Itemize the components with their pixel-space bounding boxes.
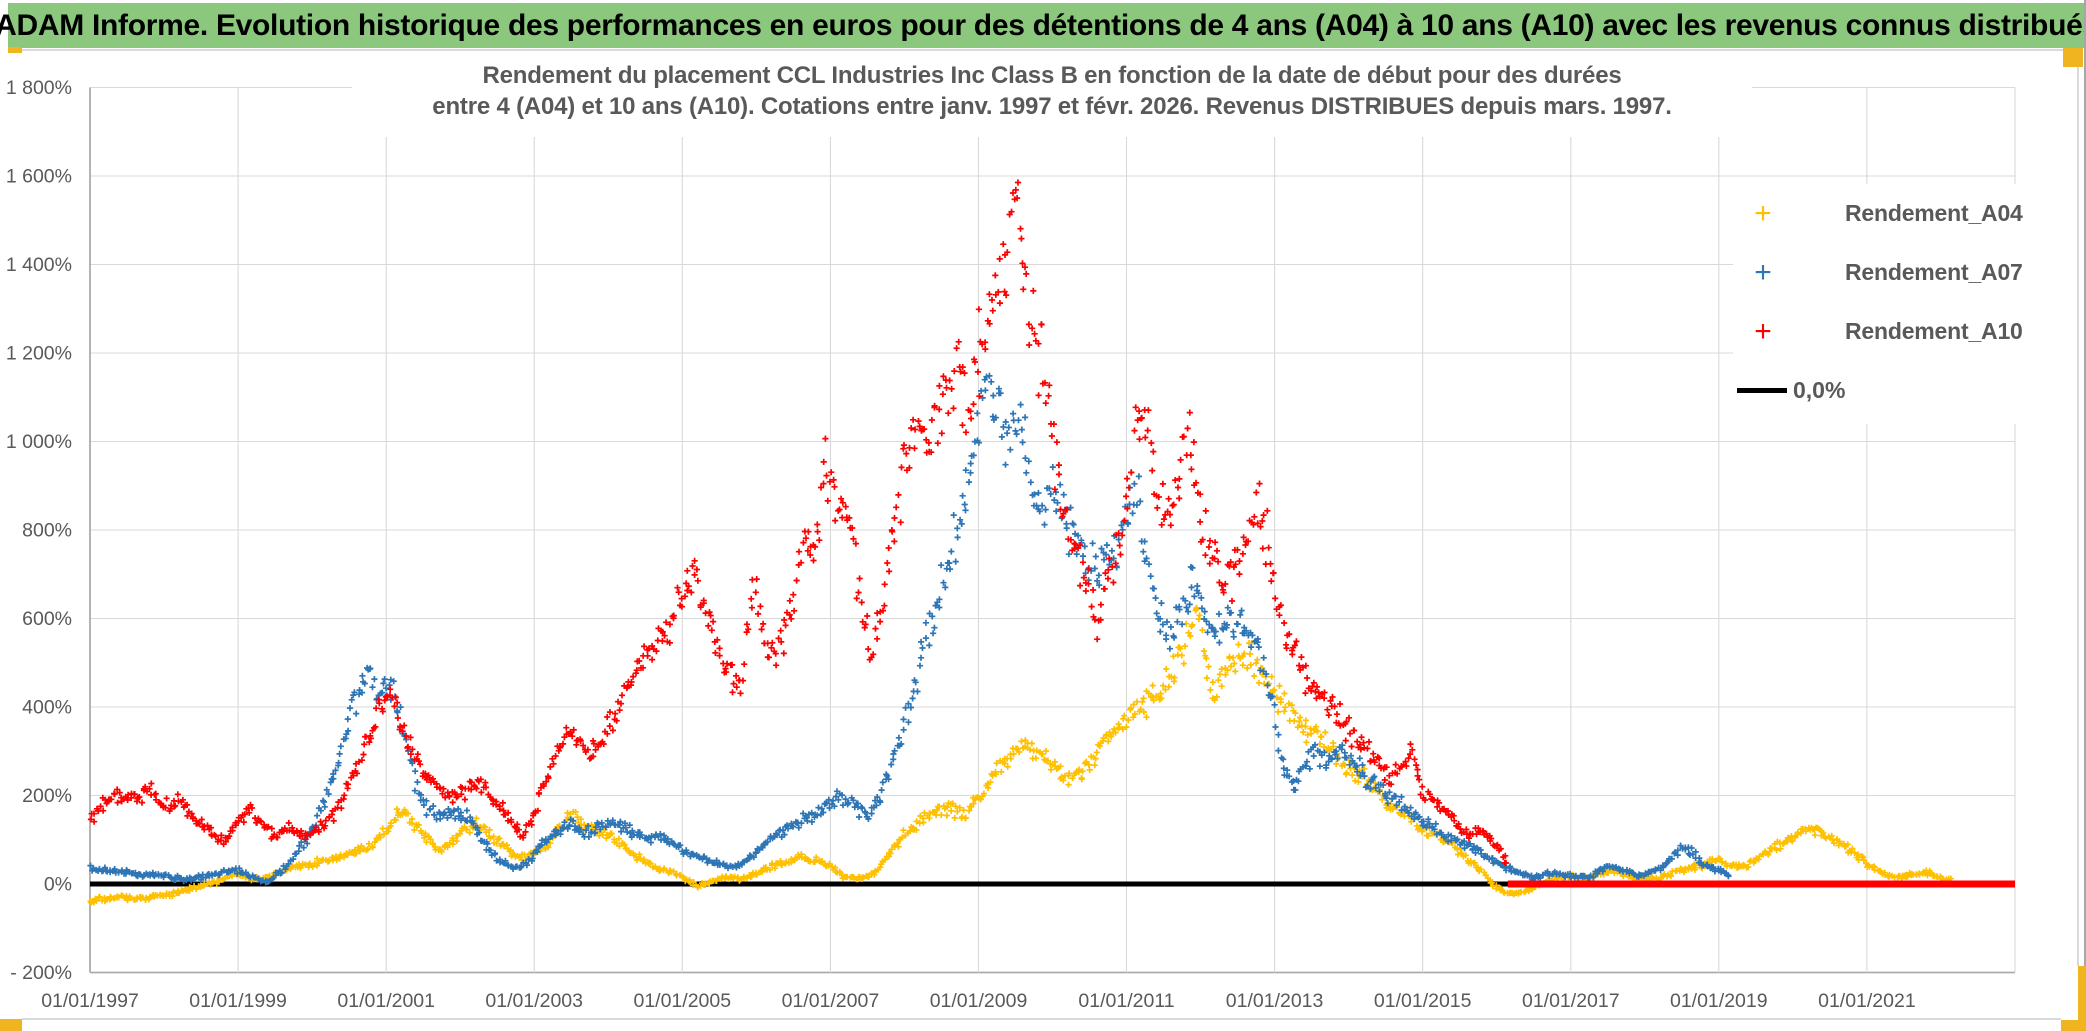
right-edge-strip <box>2083 0 2086 966</box>
y-tick-label: 800% <box>22 520 72 542</box>
y-tick-label: 0% <box>44 874 72 896</box>
bottom-hairline <box>22 1018 2061 1020</box>
x-tick-label: 01/01/2017 <box>1522 990 1620 1012</box>
series-points-rendement_a10 <box>87 179 1510 867</box>
legend-label-a04: Rendement_A04 <box>1845 200 2023 226</box>
y-tick-label: 400% <box>22 697 72 719</box>
y-tick-label: 200% <box>22 785 72 807</box>
a07-plus-marker-icon: + <box>1754 255 1772 289</box>
x-tick-label: 01/01/2019 <box>1670 990 1768 1012</box>
legend-item-a04: + Rendement_A04 <box>1733 184 2025 243</box>
series-points-rendement_a04 <box>87 604 1954 906</box>
legend-item-a10: + Rendement_A10 <box>1733 302 2025 361</box>
legend-item-a07: + Rendement_A07 <box>1733 243 2025 302</box>
x-tick-label: 01/01/2015 <box>1374 990 1472 1012</box>
y-tick-label: 1 000% <box>6 431 72 453</box>
x-tick-label: 01/01/2011 <box>1078 990 1174 1012</box>
gold-accent-right-bar <box>2078 966 2086 1031</box>
y-tick-label: 1 800% <box>6 77 72 99</box>
gold-accent-top-left <box>8 47 22 53</box>
y-tick-label: 1 200% <box>6 343 72 365</box>
chart-title: Rendement du placement CCL Industries In… <box>352 53 1752 137</box>
chart-title-line1: Rendement du placement CCL Industries In… <box>482 62 1622 89</box>
gold-accent-bottom-left <box>0 1019 22 1031</box>
header-bar: ADAM Informe. Evolution historique des p… <box>0 3 2086 48</box>
x-tick-label: 01/01/2003 <box>485 990 583 1012</box>
legend-label-a07: Rendement_A07 <box>1845 259 2023 285</box>
legend: + Rendement_A04 + Rendement_A07 + Rendem… <box>1733 184 2025 424</box>
x-tick-label: 01/01/1997 <box>41 990 139 1012</box>
x-tick-label: 01/01/2013 <box>1226 990 1324 1012</box>
legend-label-a10: Rendement_A10 <box>1845 318 2023 344</box>
y-tick-label: 600% <box>22 608 72 630</box>
series-points-rendement_a07 <box>87 372 1732 886</box>
y-tick-label: 1 600% <box>6 166 72 188</box>
y-tick-label: - 200% <box>10 962 72 984</box>
y-tick-label: 1 400% <box>6 254 72 276</box>
a10-plus-marker-icon: + <box>1754 314 1772 348</box>
zero-line-swatch <box>1737 388 1787 393</box>
gold-accent-bottom-right <box>2061 1020 2086 1031</box>
x-tick-label: 01/01/2001 <box>337 990 435 1012</box>
x-tick-label: 01/01/2021 <box>1818 990 1916 1012</box>
x-tick-label: 01/01/2005 <box>633 990 731 1012</box>
x-tick-label: 01/01/2007 <box>782 990 880 1012</box>
x-tick-label: 01/01/2009 <box>930 990 1028 1012</box>
header-underline <box>22 49 2063 51</box>
x-tick-label: 01/01/1999 <box>189 990 287 1012</box>
legend-label-zero: 0,0% <box>1793 377 1846 403</box>
a04-plus-marker-icon: + <box>1754 196 1772 230</box>
header-title: ADAM Informe. Evolution historique des p… <box>0 8 2086 42</box>
chart-title-line2: entre 4 (A04) et 10 ans (A10). Cotations… <box>432 93 1672 120</box>
legend-item-zero-line: 0,0% <box>1733 361 2025 420</box>
gold-accent-top-right <box>2063 48 2083 67</box>
right-chart-border <box>2077 67 2079 966</box>
